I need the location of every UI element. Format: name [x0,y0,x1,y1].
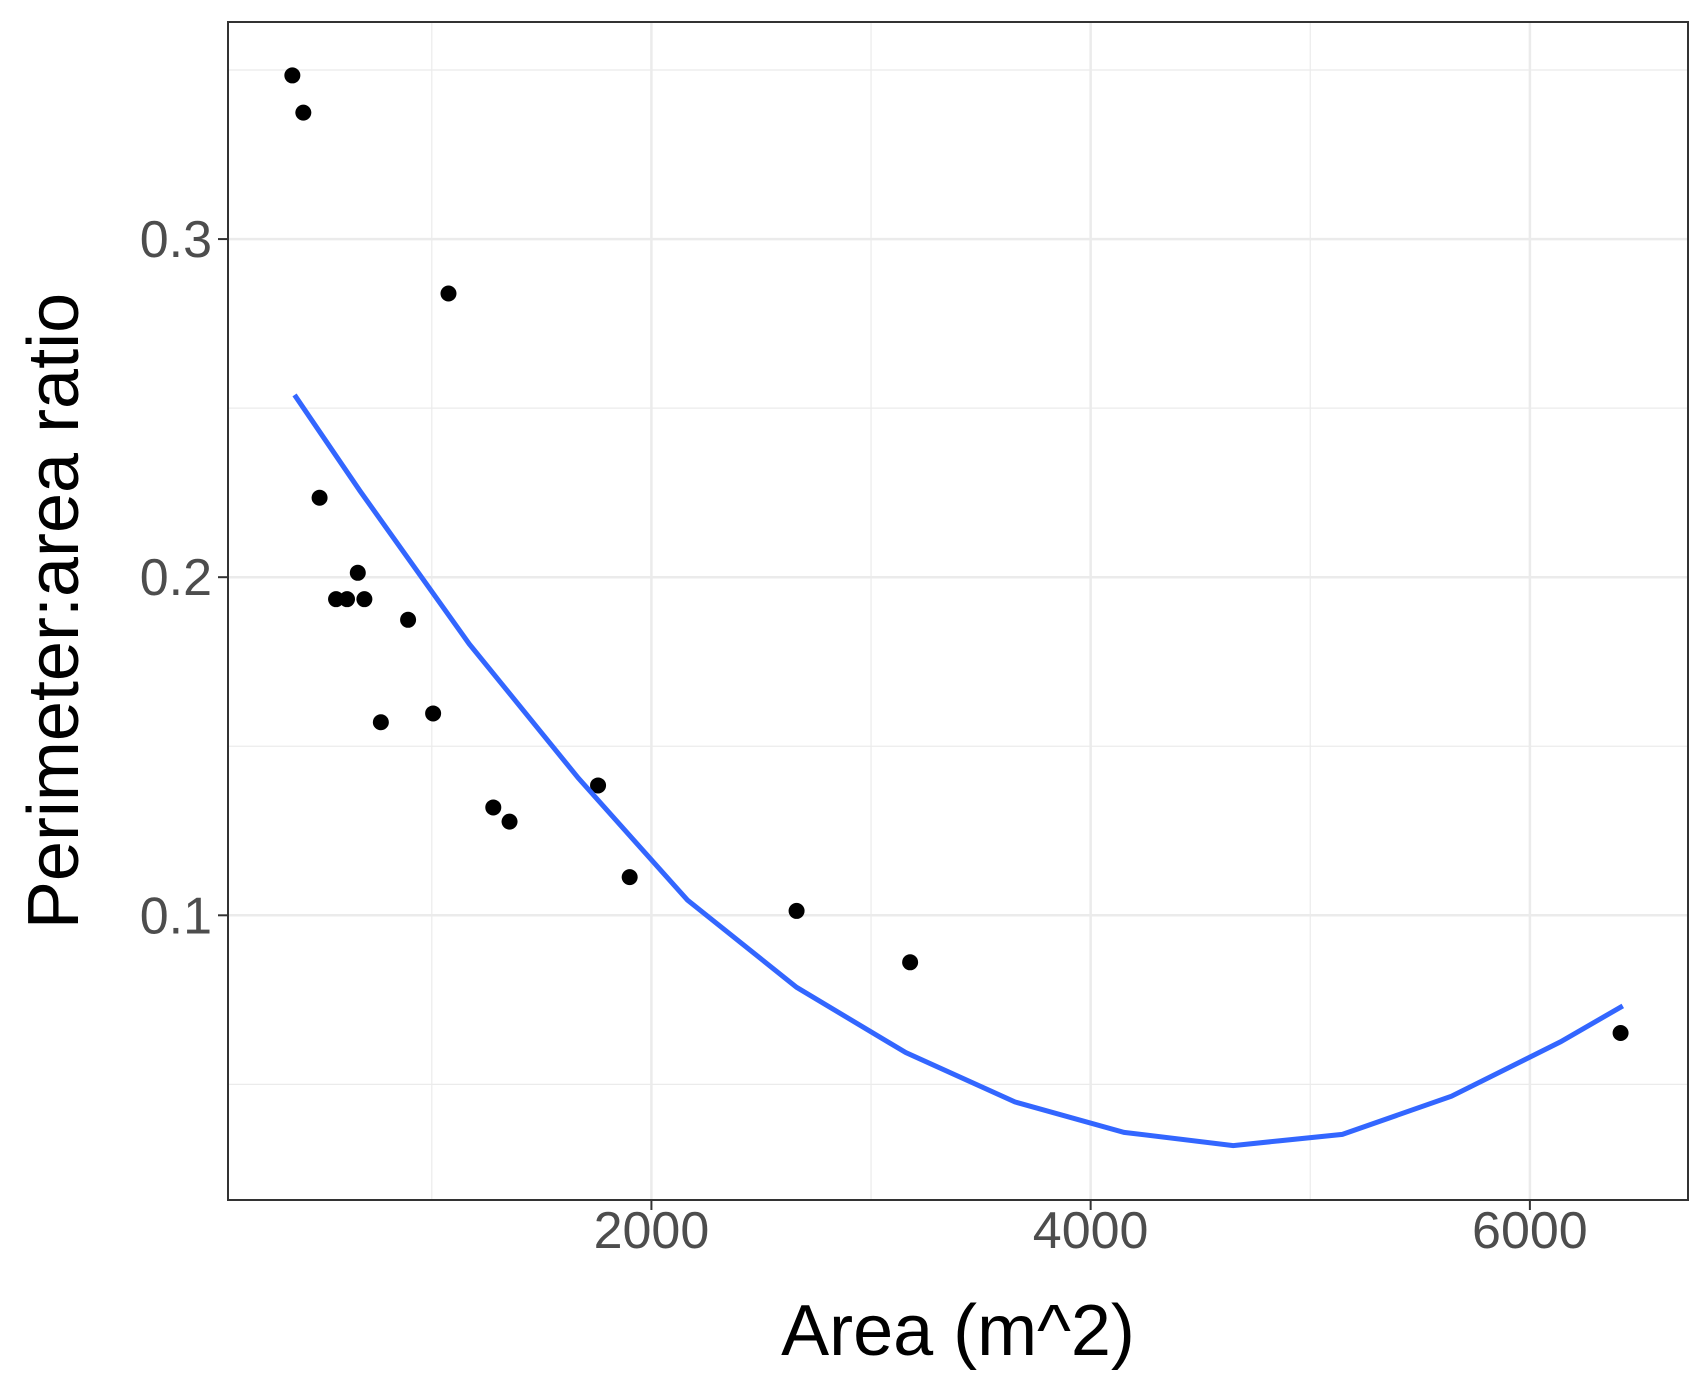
point [621,869,638,886]
panel-border [227,21,1689,1201]
point [590,777,607,794]
point [902,954,919,971]
point [425,705,442,722]
x-tick-label: 4000 [1033,1202,1149,1260]
point [328,591,345,608]
y-axis-title: Perimeter:area ratio [14,293,94,929]
point [356,591,373,608]
point [284,67,301,84]
point [440,285,457,302]
point [339,591,356,608]
y-tick-label: 0.2 [140,549,212,607]
point [501,813,518,830]
point [349,564,366,581]
point [311,489,328,506]
x-tick-label: 6000 [1472,1202,1588,1260]
point [485,799,502,816]
plot-area [284,67,1629,1149]
fit-line [292,393,1625,1149]
x-tick-label: 2000 [594,1202,710,1260]
x-axis-title: Area (m^2) [781,1291,1135,1371]
point [1612,1024,1629,1041]
point [372,714,389,731]
point [400,611,417,628]
y-tick-label: 0.1 [140,887,212,945]
point [295,104,312,121]
point [788,902,805,919]
y-tick-label: 0.3 [140,211,212,269]
grid [228,22,1688,1200]
